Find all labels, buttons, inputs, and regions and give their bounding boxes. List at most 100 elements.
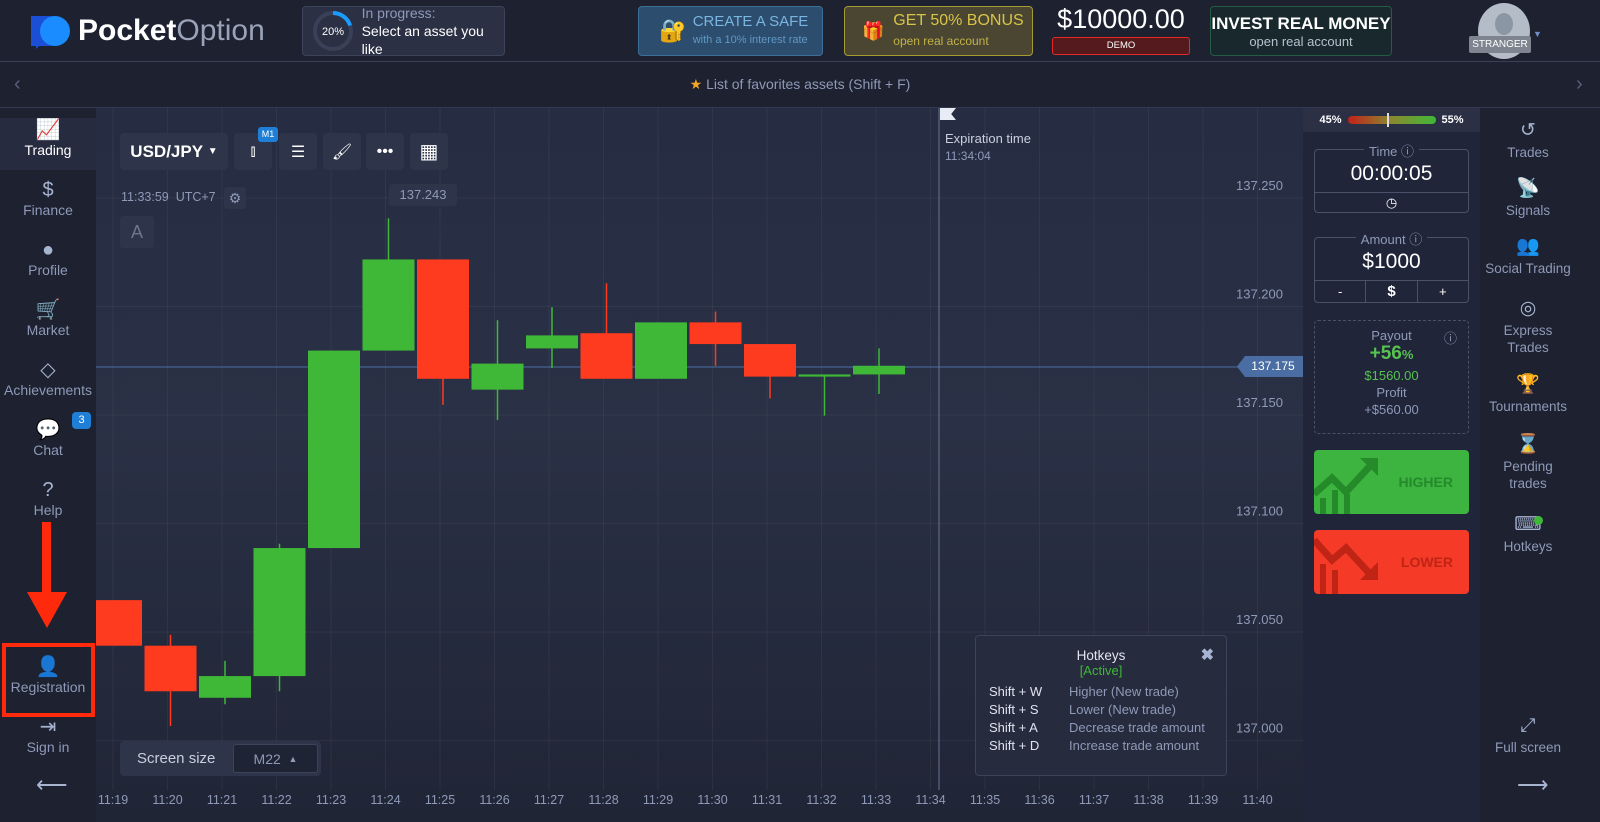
time-tick-label: 11:24 [370,793,400,807]
hotkey-key: Shift + W [989,684,1043,699]
sentiment-down: 45% [1319,114,1342,126]
sidebar-item-label: Signals [1505,203,1551,218]
hotkey-action: Lower (New trade) [1069,702,1176,717]
sidebar-item-label: Pending trades [1503,459,1553,491]
increase-amount-button[interactable]: + [1439,284,1447,299]
screen-size-value: M22 [253,750,281,767]
candlestick-chart[interactable]: 11:19 11:20 11:21 11:22 11:23 11:24 11:25 11:26… [96,108,1303,822]
time-tick-label: 11:30 [697,793,727,807]
logo[interactable]: Pocket Option [28,13,265,49]
grid-icon: ▦ [419,141,439,163]
sidebar-item-hotkeys[interactable]: ⌨ Hotkeys [1468,512,1588,555]
sidebar-item-tournaments[interactable]: 🏆 Tournaments [1468,372,1588,415]
progress-title: In progress: [361,5,436,21]
payout-label: Payout [1371,328,1412,343]
time-tick-label: 11:34 [915,793,945,807]
create-safe-button[interactable]: 🔐 CREATE A SAFE with a 10% interest rate [638,6,823,56]
sidebar-item-achievements[interactable]: ◇ Achievements [0,358,96,398]
sidebar-item-signals[interactable]: 📡 Signals [1468,176,1588,219]
hotkey-row: Shift + S Lower (New trade) [989,702,1213,717]
collapse-arrow-icon[interactable]: ⟵ [36,772,68,797]
chat-icon: 💬 [35,419,61,441]
time-tick-label: 11:20 [152,793,182,807]
sentiment-bar: 45% 55% [1303,108,1480,132]
more-button[interactable]: ••• [366,133,404,170]
higher-button[interactable]: HIGHER [1314,450,1469,514]
annotation-highlight-box [2,643,95,717]
invest-real-money-button[interactable]: INVEST REAL MONEY open real account [1210,6,1392,56]
chart-clock: 11:33:59 UTC+7 [121,190,216,204]
sidebar-item-full-screen[interactable]: ⤢ Full screen [1468,713,1588,756]
sidebar-item-label: Tournaments [1488,399,1568,414]
sidebar-item-trading[interactable]: 📈 Trading [0,118,96,170]
time-tick-label: 11:29 [643,793,673,807]
clock-icon[interactable]: ◷ [1315,192,1468,212]
amount-label: Amount ⓘ [1355,232,1428,247]
hotkey-key: Shift + S [989,702,1039,717]
decrease-amount-button[interactable]: - [1337,284,1343,299]
close-icon[interactable]: ✖ [1200,647,1214,664]
drawings-button[interactable]: 🖌 [323,133,361,170]
hotkey-action: Decrease trade amount [1069,720,1205,735]
balance[interactable]: $10000.00 DEMO [1052,4,1190,55]
price-tick-label: 137.250 [1236,178,1283,193]
drawing-tool-button[interactable]: A [120,216,154,248]
demo-badge[interactable]: DEMO [1052,37,1190,55]
asset-name: USD/JPY [130,141,204,161]
brand-name-light: Option [176,14,265,47]
sidebar-item-help[interactable]: ? Help [0,478,96,518]
help-icon[interactable]: ⓘ [1443,331,1457,346]
layout-button[interactable]: ▦ [410,133,448,170]
currency-button[interactable]: $ [1365,281,1418,302]
safe-icon: 🔐 [659,18,687,43]
sidebar-item-finance[interactable]: $ Finance [0,178,96,218]
sidebar-item-label: Market [26,322,70,338]
sentiment-up: 55% [1441,114,1464,126]
sidebar-item-registration[interactable]: 👤 Registration [0,655,96,695]
amount-field[interactable]: Amount ⓘ $1000 - $ + [1314,232,1469,303]
time-field[interactable]: Time ⓘ 00:00:05 ◷ [1314,144,1469,213]
time-value[interactable]: 00:00:05 [1350,162,1433,185]
history-icon: ↺ [1520,120,1536,141]
indicators-button[interactable]: ☰ [279,133,317,170]
candle-body [417,259,469,379]
sidebar-item-pending-trades[interactable]: ⌛ Pending trades [1468,432,1588,492]
sidebar-item-social-trading[interactable]: 👥 Social Trading [1468,234,1588,277]
caret-up-icon: ▲ [288,753,298,764]
signal-icon: 📡 [1516,178,1540,199]
right-sidebar [1480,108,1600,822]
expiration-flag-icon[interactable] [940,108,956,120]
annotation-arrow-shaft [42,522,51,594]
candle-body [144,645,197,692]
sidebar-item-label: Profile [28,262,68,278]
sidebar-item-label: Social Trading [1485,261,1571,276]
help-icon: ? [42,479,54,501]
payout-percent-sign: % [1401,347,1414,362]
price-tick-label: 137.050 [1236,612,1283,627]
user-name: STRANGER [1469,36,1531,53]
sidebar-item-chat[interactable]: 💬 Chat 3 [0,412,96,458]
amount-value[interactable]: $1000 [1362,250,1421,273]
expand-arrow-icon[interactable]: ⟶ [1517,772,1549,797]
progress-widget[interactable]: 20% In progress: Select an asset you like [302,5,505,57]
favorites-link[interactable]: ★ List of favorites assets (Shift + F) [0,76,1600,93]
settings-gear-icon[interactable]: ⚙ [224,187,246,209]
bonus-button[interactable]: 🎁 GET 50% BONUS open real account [844,6,1033,56]
keyboard-icon: ⌨ [1514,514,1542,535]
user-avatar[interactable]: STRANGER ▼ [1469,3,1542,59]
asset-selector[interactable]: USD/JPY ▼ [120,133,228,170]
sidebar-item-sign-in[interactable]: ⇥ Sign in [0,715,96,755]
hotkeys-status: [Active] [1079,663,1123,678]
sidebar-item-profile[interactable]: ● Profile [0,238,96,278]
scroll-right-icon[interactable]: › [1576,73,1583,95]
time-tick-label: 11:35 [970,793,1000,807]
lower-button[interactable]: LOWER [1314,530,1469,594]
time-tick-label: 11:32 [806,793,836,807]
scroll-left-icon[interactable]: ‹ [14,73,21,95]
sidebar-item-market[interactable]: 🛒 Market [0,298,96,338]
users-icon: 👥 [1516,236,1540,257]
sidebar-item-express-trades[interactable]: ◎ Express Trades [1468,296,1588,356]
screen-size-select[interactable]: M22 ▲ [233,744,318,773]
sidebar-item-label: Chat [33,442,63,458]
sidebar-item-trades[interactable]: ↺ Trades [1468,118,1588,161]
